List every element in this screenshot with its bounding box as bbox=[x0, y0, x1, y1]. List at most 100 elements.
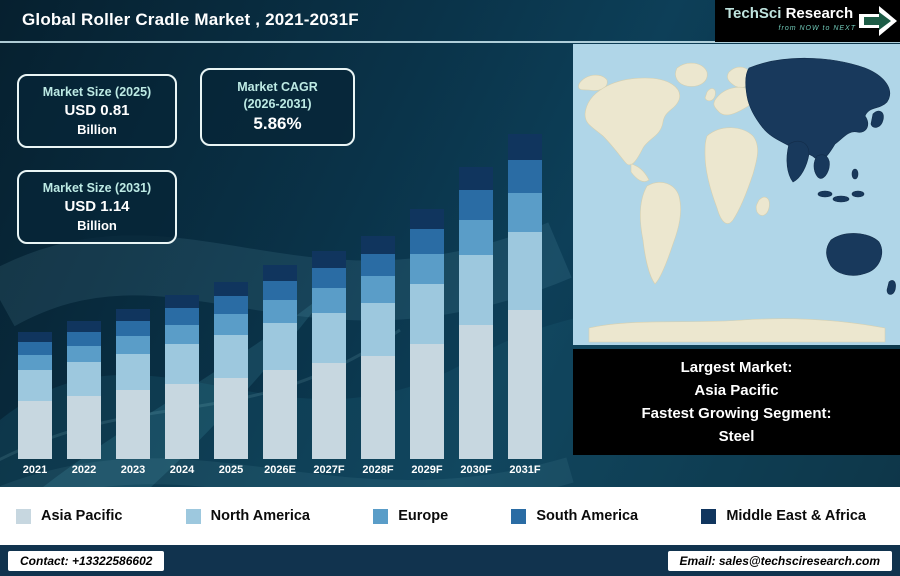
contact-phone: Contact: +13322586602 bbox=[8, 551, 165, 571]
segment-asia-pacific bbox=[508, 309, 542, 459]
segment-south-america bbox=[508, 160, 542, 193]
segment-asia-pacific bbox=[459, 324, 493, 459]
segment-south-america bbox=[312, 267, 346, 289]
bar-column-2027F: 2027F bbox=[312, 251, 346, 476]
segment-north-america bbox=[165, 344, 199, 384]
segment-middle-east-africa bbox=[214, 282, 248, 297]
caption-line: Asia Pacific bbox=[694, 381, 779, 399]
stacked-bar-2031F bbox=[508, 134, 542, 459]
bar-column-2026E: 2026E bbox=[263, 265, 297, 476]
segment-south-america bbox=[165, 308, 199, 325]
header-divider bbox=[0, 41, 900, 43]
legend-item-north-america: North America bbox=[185, 508, 310, 524]
segment-asia-pacific bbox=[361, 356, 395, 459]
card-value: 5.86% bbox=[253, 114, 302, 133]
caption-line: Fastest Growing Segment: bbox=[641, 405, 832, 422]
segment-europe bbox=[459, 219, 493, 255]
segment-middle-east-africa bbox=[410, 209, 444, 229]
legend-item-europe: Europe bbox=[373, 508, 448, 524]
segment-south-america bbox=[361, 253, 395, 277]
legend-swatch-icon bbox=[511, 508, 527, 524]
bar-column-2028F: 2028F bbox=[361, 236, 395, 476]
segment-europe bbox=[214, 313, 248, 336]
map-japan-highlighted bbox=[870, 110, 884, 128]
segment-europe bbox=[508, 192, 542, 232]
segment-middle-east-africa bbox=[116, 309, 150, 321]
legend-swatch-icon bbox=[373, 508, 389, 524]
world-map bbox=[573, 44, 900, 345]
segment-asia-pacific bbox=[67, 395, 101, 460]
logo-arrow-icon bbox=[859, 6, 897, 36]
stacked-bar-2026E bbox=[263, 265, 297, 459]
x-axis-label-2022: 2022 bbox=[71, 464, 97, 476]
segment-south-america bbox=[18, 342, 52, 355]
legend-swatch-icon bbox=[16, 508, 31, 524]
stacked-bar-2027F bbox=[312, 251, 346, 459]
x-axis-label-2024: 2024 bbox=[169, 464, 195, 476]
segment-middle-east-africa bbox=[508, 134, 542, 160]
bar-column-2029F: 2029F bbox=[410, 209, 444, 476]
map-central-america bbox=[630, 163, 650, 182]
bar-column-2030F: 2030F bbox=[459, 167, 493, 476]
segment-north-america bbox=[214, 335, 248, 378]
legend-label: Middle East & Africa bbox=[726, 508, 866, 524]
segment-south-america bbox=[410, 229, 444, 254]
card-value: USD 0.81 bbox=[64, 102, 130, 119]
segment-asia-pacific bbox=[214, 377, 248, 459]
segment-middle-east-africa bbox=[361, 236, 395, 254]
legend-item-asia-pacific: Asia Pacific bbox=[16, 508, 122, 524]
map-new-zealand-highlighted bbox=[886, 280, 896, 295]
bar-column-2021: 2021 bbox=[18, 332, 52, 476]
map-africa bbox=[704, 127, 758, 224]
map-greenland bbox=[675, 62, 708, 87]
segment-south-america bbox=[116, 321, 150, 336]
market-size-2031-card: Market Size (2031) USD 1.14 Billion bbox=[17, 170, 177, 244]
largest-market-caption: Largest Market: Asia Pacific Fastest Growi… bbox=[573, 349, 900, 455]
footer-bar: Contact: +13322586602 Email: sales@techs… bbox=[0, 545, 900, 576]
x-axis-label-2026E: 2026E bbox=[264, 464, 296, 476]
stacked-bar-2023 bbox=[116, 309, 150, 459]
segment-europe bbox=[361, 276, 395, 303]
map-uk bbox=[704, 88, 716, 102]
market-cagr-card: Market CAGR (2026-2031) 5.86% bbox=[200, 68, 355, 146]
segment-north-america bbox=[312, 313, 346, 364]
bar-column-2023: 2023 bbox=[116, 309, 150, 476]
legend: Asia Pacific North America Europe South Ame… bbox=[0, 487, 900, 545]
bar-column-2022: 2022 bbox=[67, 321, 101, 476]
card-label: Market Size (2031) bbox=[42, 181, 152, 195]
map-asia-highlighted bbox=[745, 57, 891, 161]
legend-swatch-icon bbox=[701, 508, 717, 524]
legend-label: North America bbox=[210, 508, 310, 524]
x-axis-label-2025: 2025 bbox=[218, 464, 244, 476]
segment-south-america bbox=[263, 280, 297, 300]
map-north-america bbox=[584, 77, 680, 166]
segment-middle-east-africa bbox=[18, 332, 52, 343]
segment-asia-pacific bbox=[410, 344, 444, 459]
map-indonesia-highlighted bbox=[851, 190, 865, 198]
segment-europe bbox=[312, 288, 346, 314]
map-indonesia-highlighted bbox=[817, 190, 833, 198]
market-size-2025-card: Market Size (2025) USD 0.81 Billion bbox=[17, 74, 177, 148]
segment-europe bbox=[67, 345, 101, 363]
segment-north-america bbox=[361, 302, 395, 357]
contact-email: Email: sales@techsciresearch.com bbox=[667, 551, 892, 571]
x-axis-label-2030F: 2030F bbox=[460, 464, 492, 476]
x-axis-label-2031F: 2031F bbox=[509, 464, 541, 476]
map-indonesia-highlighted bbox=[832, 195, 850, 203]
card-sublabel: (2026-2031) bbox=[243, 97, 312, 111]
stacked-bar-2030F bbox=[459, 167, 493, 459]
segment-south-america bbox=[67, 332, 101, 346]
stacked-bar-2028F bbox=[361, 236, 395, 459]
segment-north-america bbox=[263, 323, 297, 370]
legend-item-middle-east-africa: Middle East & Africa bbox=[701, 508, 866, 524]
card-label: Market Size (2025) bbox=[42, 85, 152, 99]
techsci-logo: TechSci Research from NOW to NEXT bbox=[715, 0, 900, 42]
segment-asia-pacific bbox=[18, 400, 52, 459]
segment-north-america bbox=[18, 370, 52, 401]
legend-swatch-icon bbox=[185, 508, 201, 524]
card-unit: Billion bbox=[77, 218, 117, 233]
legend-label: Asia Pacific bbox=[41, 508, 123, 524]
map-australia-highlighted bbox=[826, 233, 882, 276]
stacked-bar-2024 bbox=[165, 295, 199, 460]
logo-brand-text: TechSci Research bbox=[725, 5, 854, 22]
